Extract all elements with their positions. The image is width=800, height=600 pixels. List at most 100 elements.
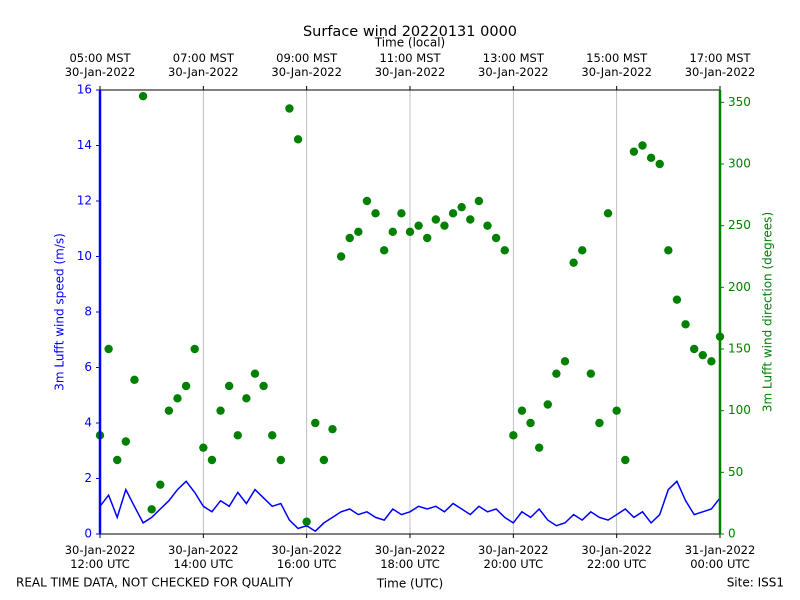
direction-point [224, 381, 234, 391]
direction-point [491, 233, 501, 243]
y-tick-label: 14 [77, 138, 92, 152]
x-tick-label: 30-Jan-2022 20:00 UTC [478, 543, 549, 571]
direction-point [457, 202, 466, 212]
x-axis-label-top: Time (local) [374, 36, 446, 50]
direction-point [423, 233, 432, 243]
direction-point [233, 431, 242, 440]
direction-point [328, 424, 337, 434]
direction-point [293, 135, 303, 144]
direction-point [181, 381, 191, 391]
direction-point [388, 227, 397, 237]
x-top-tick-label: 15:00 MST 30-Jan-2022 [581, 51, 652, 79]
direction-point [672, 295, 682, 304]
direction-point [147, 505, 156, 514]
footer-note: REAL TIME DATA, NOT CHECKED FOR QUALITY [16, 576, 294, 590]
direction-point [681, 320, 690, 329]
direction-point [259, 381, 268, 391]
direction-point [199, 443, 208, 452]
direction-point [173, 394, 182, 403]
y2-tick-label: 150 [728, 342, 751, 356]
x-tick-label: 30-Jan-2022 18:00 UTC [375, 543, 446, 571]
direction-point [190, 344, 199, 354]
direction-point [362, 196, 372, 206]
direction-point [371, 209, 380, 218]
direction-point [466, 215, 475, 224]
direction-point [207, 455, 217, 465]
y-tick-label: 8 [84, 305, 92, 319]
direction-point [431, 215, 441, 224]
direction-point [621, 455, 630, 465]
direction-point [474, 196, 484, 206]
x-top-tick-label: 13:00 MST 30-Jan-2022 [478, 51, 549, 79]
y-tick-label: 16 [77, 83, 92, 97]
y-tick-label: 4 [84, 416, 92, 430]
site-label: Site: ISS1 [727, 576, 784, 590]
x-tick-label: 30-Jan-2022 14:00 UTC [168, 543, 239, 571]
x-top-tick-label: 05:00 MST 30-Jan-2022 [65, 51, 136, 79]
direction-point [483, 221, 492, 230]
y2-tick-label: 250 [728, 218, 751, 232]
direction-point [302, 517, 311, 526]
x-tick-label: 30-Jan-2022 12:00 UTC [65, 543, 136, 571]
direction-point [638, 141, 647, 150]
direction-point [629, 147, 639, 156]
x-tick-label: 30-Jan-2022 16:00 UTC [271, 543, 342, 571]
x-top-tick-label: 07:00 MST 30-Jan-2022 [168, 51, 239, 79]
direction-point [603, 209, 613, 218]
direction-point [285, 104, 294, 113]
direction-point [104, 344, 113, 354]
direction-point [268, 431, 277, 440]
direction-point [311, 418, 320, 428]
direction-point [664, 246, 673, 255]
y-tick-label: 10 [77, 249, 92, 263]
direction-point [517, 406, 527, 415]
direction-point [345, 233, 354, 243]
speed-line [99, 480, 721, 533]
direction-point [336, 252, 346, 261]
chart-title: Surface wind 20220131 0000 [303, 24, 517, 40]
y2-tick-label: 350 [728, 95, 751, 109]
y-tick-label: 6 [84, 360, 92, 374]
direction-point [586, 369, 596, 378]
direction-point [655, 159, 664, 169]
x-top-tick-label: 17:00 MST 30-Jan-2022 [685, 51, 756, 79]
direction-point [552, 369, 561, 378]
direction-point [526, 418, 535, 428]
direction-point [689, 344, 699, 354]
direction-point [534, 443, 544, 452]
direction-point [138, 91, 148, 101]
direction-point [216, 406, 225, 415]
y-axis-label: 3m Lufft wind speed (m/s) [53, 233, 67, 391]
direction-point [612, 406, 621, 415]
direction-point [113, 455, 122, 465]
y2-tick-label: 0 [728, 527, 736, 541]
direction-point [276, 455, 286, 465]
direction-point [414, 221, 423, 230]
direction-point [707, 357, 716, 366]
direction-point [354, 227, 363, 237]
x-tick-label: 31-Jan-2022 00:00 UTC [685, 543, 756, 571]
y2-tick-label: 200 [728, 280, 751, 294]
direction-point [578, 246, 587, 255]
direction-point [509, 431, 518, 440]
direction-point [500, 246, 509, 255]
direction-point [319, 455, 329, 465]
y-tick-label: 2 [84, 471, 92, 485]
direction-point [242, 394, 251, 403]
direction-point [646, 153, 656, 163]
direction-point [130, 375, 139, 385]
direction-point [440, 221, 449, 230]
direction-point [164, 406, 174, 415]
y2-axis-label: 3m Lufft wind direction (degrees) [761, 212, 775, 412]
direction-point [121, 437, 131, 446]
direction-point [397, 209, 406, 218]
direction-point [543, 400, 552, 409]
y-tick-label: 0 [84, 527, 92, 541]
y2-tick-label: 100 [728, 403, 751, 417]
direction-point [405, 227, 415, 237]
y-tick-label: 12 [77, 194, 92, 208]
direction-point [379, 246, 389, 255]
y2-tick-label: 50 [728, 465, 743, 479]
